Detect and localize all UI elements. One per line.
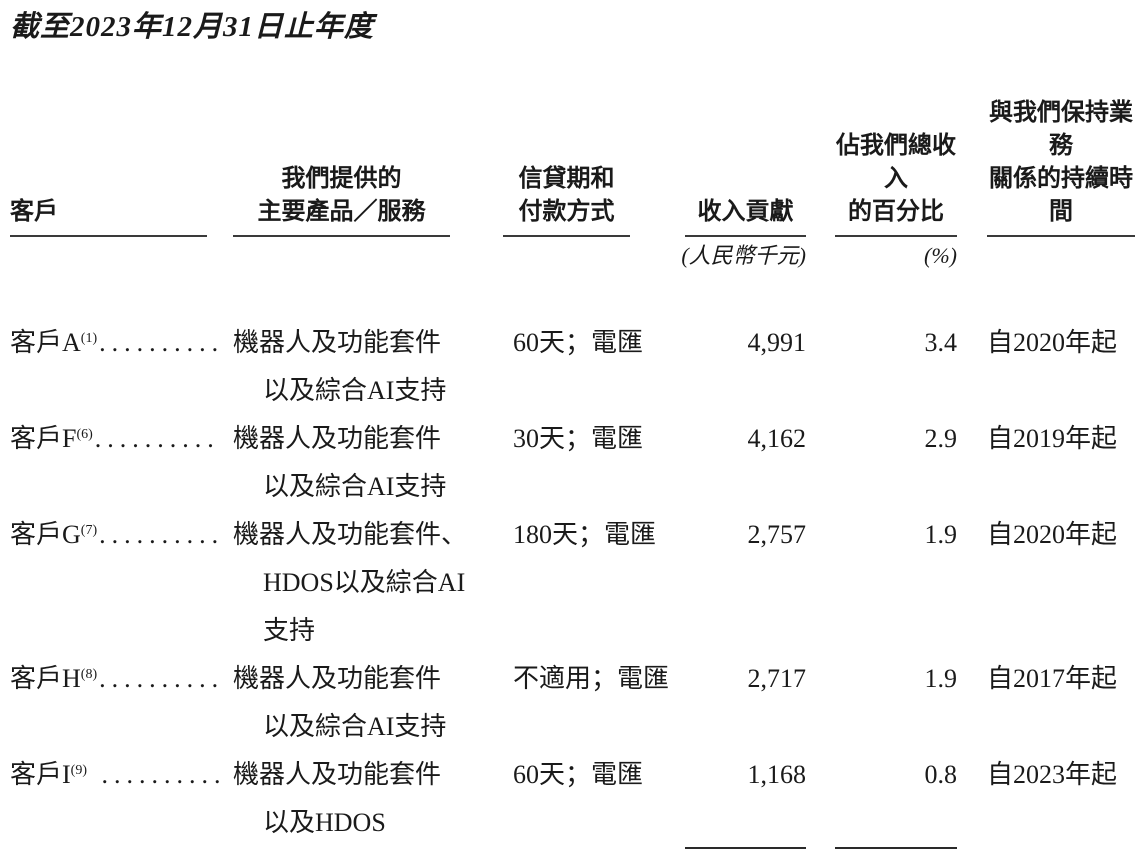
header-revenue-inner: 收入貢獻 [685,195,806,237]
header-revenue: 收入貢獻 [660,96,806,237]
dot-leader: .......... [99,520,225,549]
percent-unit: (%) [924,243,957,268]
header-products-line2: 主要產品／服務 [257,198,426,225]
customer-name: 客戶G [10,520,81,549]
customer-name: 客戶H [10,664,81,693]
duration-cell: 自2023年起 [987,760,1118,789]
products-cell: 機器人及功能套件 以及綜合AI支持 [233,415,450,511]
products-cell: 機器人及功能套件 以及HDOS [233,751,450,847]
duration-cell: 自2019年起 [987,424,1118,453]
products-line: 機器人及功能套件、 [233,520,468,549]
revenue-unit: (人民幣千元) [681,243,806,268]
header-products: 我們提供的 主要產品／服務 [233,96,450,237]
revenue-cell: 4,991 [747,328,807,357]
products-line: 以及HDOS [263,808,386,837]
customer-name: 客戶A [10,328,81,357]
header-payment-line1: 信貸期和 [518,165,615,192]
header-duration: 與我們保持業務 關係的持續時間 [987,96,1135,237]
customer-cell: 客戶G(7).......... [10,511,218,655]
products-line: 機器人及功能套件 [233,760,442,789]
footnote-marker: (7) [80,523,98,538]
table-units-row: (人民幣千元) (%) [10,241,1135,271]
customer-name: 客戶F [10,424,77,453]
table-row: 客戶I(9) .......... 機器人及功能套件 以及HDOS 60天；電匯… [10,751,1135,847]
header-products-line1: 我們提供的 [281,165,402,192]
table-row: 客戶H(8).......... 機器人及功能套件 以及綜合AI支持 不適用；電… [10,655,1135,751]
payment-cell: 60天；電匯 [513,760,644,789]
header-percent-line2: 的百分比 [848,198,944,225]
customer-name: 客戶I [10,760,71,789]
payment-cell: 30天；電匯 [513,424,644,453]
header-percent-line1: 佔我們總收入 [836,132,956,192]
table-row: 客戶A(1).......... 機器人及功能套件 以及綜合AI支持 60天；電… [10,319,1135,415]
percent-cell: 1.9 [924,520,958,549]
table-total-row: 15,795 10.9 [10,847,1135,850]
total-percent-cell: 10.9 [835,847,957,850]
footnote-marker: (8) [80,667,98,682]
payment-cell: 不適用；電匯 [513,664,670,693]
table-row: 客戶G(7).......... 機器人及功能套件、 HDOS以及綜合AI 支持… [10,511,1135,655]
payment-cell: 180天；電匯 [513,520,657,549]
footnote-marker: (1) [80,331,98,346]
customer-cell: 客戶A(1).......... [10,319,218,415]
duration-cell: 自2020年起 [987,520,1118,549]
header-percent: 佔我們總收入 的百分比 [835,96,957,237]
header-payment-line2: 付款方式 [518,198,615,225]
dot-leader: .......... [99,328,225,357]
customer-cell: 客戶H(8).......... [10,655,218,751]
header-duration-line2: 關係的持續時間 [989,165,1133,225]
dot-leader: .......... [99,664,225,693]
percent-cell: 3.4 [924,328,958,357]
page-title: 截至2023年12月31日止年度 [10,11,375,43]
percent-cell: 0.8 [924,760,958,789]
total-revenue-cell: 15,795 [660,847,806,850]
products-line: 以及綜合AI支持 [263,376,447,405]
table-row: 客戶F(6).......... 機器人及功能套件 以及綜合AI支持 30天；電… [10,415,1135,511]
customer-cell: 客戶F(6).......... [10,415,214,511]
revenue-cell: 2,717 [747,664,807,693]
table-header-row: 客戶 我們提供的 主要產品／服務 信貸期和 付款方式 收入貢獻 佔我們總收入 的… [10,96,1135,237]
products-line: 機器人及功能套件 [233,328,442,357]
customer-cell: 客戶I(9) .......... [10,751,221,847]
duration-cell: 自2017年起 [987,664,1118,693]
products-line: 支持 [263,616,316,645]
revenue-cell: 1,168 [747,760,807,789]
percent-cell: 1.9 [924,664,958,693]
products-cell: 機器人及功能套件、 HDOS以及綜合AI 支持 [233,511,468,655]
dot-leader: .......... [89,760,227,789]
products-cell: 機器人及功能套件 以及綜合AI支持 [233,655,450,751]
products-line: 以及綜合AI支持 [263,712,447,741]
header-payment: 信貸期和 付款方式 [503,96,630,237]
header-duration-line1: 與我們保持業務 [989,99,1133,159]
total-rule [685,847,806,849]
header-revenue-label: 收入貢獻 [697,198,794,225]
footnote-marker: (9) [70,763,87,778]
products-cell: 機器人及功能套件 以及綜合AI支持 [233,319,450,415]
header-customer: 客戶 [10,96,207,237]
total-rule [835,847,957,849]
dot-leader: .......... [94,424,220,453]
footnote-marker: (6) [76,427,93,442]
revenue-cell: 4,162 [747,424,807,453]
products-line: 以及綜合AI支持 [263,472,447,501]
revenue-cell: 2,757 [747,520,807,549]
percent-cell: 2.9 [924,424,958,453]
payment-cell: 60天；電匯 [513,328,644,357]
products-line: HDOS以及綜合AI [263,568,466,597]
table-body: 客戶A(1).......... 機器人及功能套件 以及綜合AI支持 60天；電… [10,319,1135,847]
products-line: 機器人及功能套件 [233,424,442,453]
header-customer-label: 客戶 [10,198,58,225]
duration-cell: 自2020年起 [987,328,1118,357]
products-line: 機器人及功能套件 [233,664,442,693]
